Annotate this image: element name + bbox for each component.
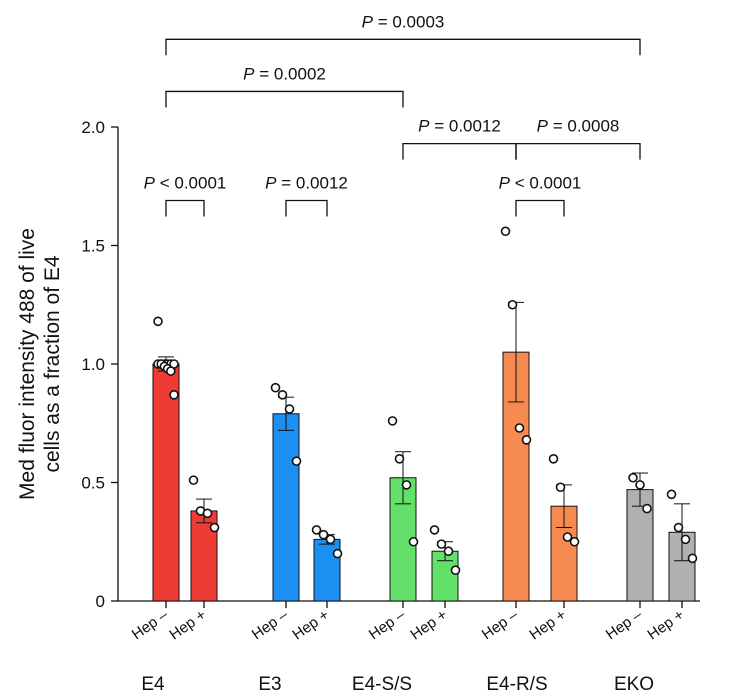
y-axis-title-line-2: cells as a fraction of E4 (41, 255, 64, 472)
significance-bracket: P < 0.0001 (499, 173, 582, 217)
error-bar (674, 503, 690, 562)
data-point (153, 316, 163, 327)
p-value-label: P < 0.0001 (144, 173, 227, 192)
data-point (311, 525, 322, 535)
significance-bracket: P = 0.0003 (165, 12, 641, 56)
data-point (166, 366, 176, 376)
data-point (429, 525, 440, 535)
data-point (408, 536, 419, 547)
y-tick-label: 1.5 (81, 237, 105, 256)
data-point (555, 482, 566, 493)
group-label: E3 (258, 674, 281, 695)
data-point (401, 480, 412, 490)
group-label: E4-S/S (352, 674, 412, 695)
data-point (521, 435, 532, 445)
x-tick-label: Hep + (526, 606, 569, 643)
data-point (680, 534, 691, 545)
group-label: EKO (614, 674, 654, 695)
bar (313, 538, 341, 602)
data-point (548, 453, 559, 464)
data-point (687, 553, 698, 564)
x-tick-label: Hep – (603, 606, 646, 643)
y-tick-label: 0 (96, 592, 105, 611)
y-tick-label: 1.0 (81, 355, 105, 374)
data-point (270, 382, 281, 393)
data-point (569, 536, 580, 547)
bar (152, 363, 180, 602)
data-point (514, 423, 525, 433)
x-tick-label: Hep – (129, 606, 172, 643)
data-point (562, 532, 573, 542)
group-label: E4-R/S (486, 674, 547, 695)
data-point (169, 390, 179, 400)
bar (272, 413, 300, 602)
y-axis-title: Med fluor intensity 488 of live cells as… (16, 228, 64, 500)
data-point (443, 546, 454, 557)
x-tick-label: Hep – (366, 606, 409, 643)
data-point (635, 480, 645, 490)
data-point (666, 489, 677, 500)
data-point (188, 475, 199, 485)
x-tick-label: Hep – (249, 606, 292, 643)
data-point (500, 226, 511, 237)
significance-bracket: P = 0.0008 (515, 117, 641, 160)
x-tick-label: Hep + (407, 606, 450, 643)
data-point (332, 548, 343, 559)
data-point (387, 416, 398, 426)
significance-bracket: P = 0.0002 (165, 64, 404, 108)
data-point (642, 503, 652, 514)
data-point (436, 539, 447, 549)
data-point (628, 472, 638, 483)
data-point (284, 404, 295, 414)
p-value-label: P = 0.0012 (265, 173, 348, 192)
data-point (673, 522, 684, 533)
data-point (202, 508, 213, 519)
significance-bracket: P = 0.0012 (402, 117, 517, 160)
data-point (507, 299, 518, 310)
data-point (394, 453, 405, 464)
significance-bracket: P = 0.0012 (265, 173, 348, 217)
data-point (318, 529, 329, 540)
p-value-label: P = 0.0003 (362, 12, 445, 31)
x-tick-label: Hep – (479, 606, 522, 643)
p-value-label: P = 0.0008 (537, 117, 620, 136)
data-point (325, 534, 336, 545)
p-value-label: P = 0.0002 (243, 64, 326, 83)
data-point (277, 390, 288, 400)
y-axis-title-line-1: Med fluor intensity 488 of live (16, 228, 39, 500)
p-value-label: P = 0.0012 (418, 117, 501, 136)
x-tick-label: Hep + (289, 606, 332, 643)
significance-bracket: P < 0.0001 (144, 173, 227, 217)
x-tick-label: Hep + (644, 606, 687, 643)
data-point (209, 522, 220, 533)
group-label: E4 (141, 674, 165, 695)
p-value-label: P < 0.0001 (499, 173, 582, 192)
data-point (450, 565, 461, 575)
x-tick-label: Hep + (166, 606, 209, 643)
data-point (291, 456, 302, 466)
y-tick-label: 0.5 (81, 474, 105, 493)
y-tick-label: 2.0 (81, 118, 105, 137)
